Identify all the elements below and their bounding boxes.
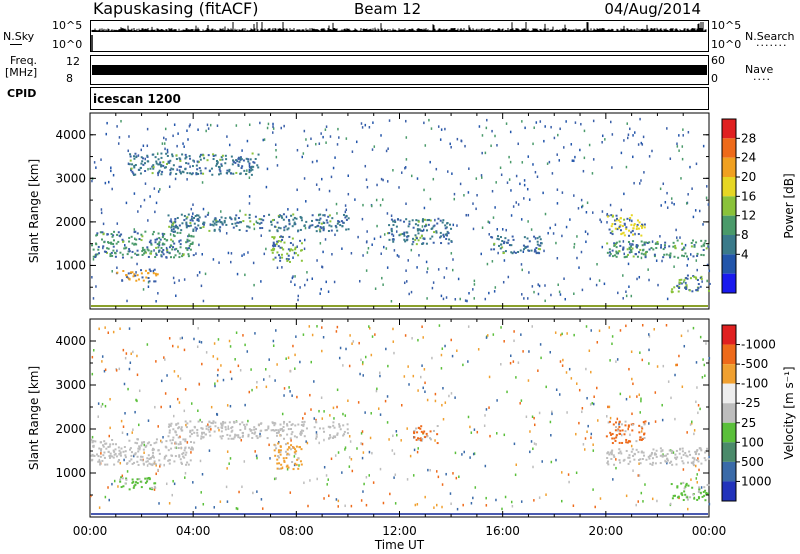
power-panel-colorbar-label: Power [dB] bbox=[782, 173, 796, 238]
beam-title: Beam 12 bbox=[354, 0, 422, 18]
power-panel-ytick-label: 3000 bbox=[55, 171, 86, 185]
velocity-panel-ytick-label: 4000 bbox=[55, 334, 86, 348]
velocity-panel-xtick-label: 12:00 bbox=[382, 524, 417, 538]
velocity-panel-xtick-label: 00:00 bbox=[692, 524, 727, 538]
power-panel-echoes bbox=[91, 152, 711, 294]
nsky-legend-line bbox=[10, 44, 22, 45]
nave-label: Nave bbox=[745, 63, 774, 76]
power-panel-ytick-label: 4000 bbox=[55, 128, 86, 142]
power-panel-colorbar bbox=[721, 118, 740, 294]
cpid-label: CPID bbox=[7, 87, 37, 100]
nsky-label: N.Sky bbox=[3, 30, 35, 43]
freq-band bbox=[92, 65, 707, 75]
freq-tick-low: 8 bbox=[66, 72, 73, 85]
velocity-panel-colorbar bbox=[721, 324, 740, 502]
nsearch-legend-dots: ······· bbox=[756, 39, 788, 52]
velocity-panel-ytick-label: 1000 bbox=[55, 466, 86, 480]
power-panel-scatter bbox=[91, 117, 711, 303]
xaxis-label: Time UT bbox=[374, 538, 425, 552]
power-panel-ytick-label: 1000 bbox=[55, 258, 86, 272]
power-panel-ytick-label: 2000 bbox=[55, 215, 86, 229]
freq-tick-high: 12 bbox=[66, 55, 80, 68]
nsky-bars bbox=[91, 22, 707, 32]
velocity-chart: 1000 2000 3000 4000 Slant Range [km] 00:00 04:… bbox=[27, 318, 796, 552]
freq-trace bbox=[92, 65, 707, 75]
nave-tick-high: 60 bbox=[711, 54, 725, 67]
power-panel-colorbar-tick: 4 bbox=[741, 247, 749, 261]
power-panel-colorbar-tick: 12 bbox=[741, 209, 756, 223]
velocity-panel-ylabel: Slant Range [km] bbox=[27, 366, 41, 470]
velocity-panel-colorbar-tick: 500 bbox=[741, 455, 764, 469]
cpid-value: icescan 1200 bbox=[93, 92, 181, 106]
velocity-panel-colorbar-tick: -500 bbox=[741, 357, 768, 371]
velocity-panel-xtick-label: 00:00 bbox=[73, 524, 108, 538]
velocity-panel-xtick-label: 08:00 bbox=[279, 524, 314, 538]
nsky-tick-high: 10^5 bbox=[52, 19, 83, 32]
velocity-panel-colorbar-tick: -25 bbox=[741, 396, 761, 410]
power-panel-colorbar-tick: 24 bbox=[741, 151, 756, 165]
nsky-trace bbox=[91, 22, 707, 51]
power-chart: 1000 2000 3000 4000 Slant Range [km] 28 24 20 16… bbox=[27, 112, 796, 310]
velocity-panel-colorbar-tick: -100 bbox=[741, 377, 768, 391]
nsearch-label: N.Search bbox=[745, 30, 795, 43]
velocity-panel-colorbar-tick: 25 bbox=[741, 416, 756, 430]
velocity-panel-colorbar-tick: 100 bbox=[741, 435, 764, 449]
nsky-tick-low: 10^0 bbox=[52, 38, 83, 51]
power-panel-colorbar-tick: 16 bbox=[741, 189, 756, 203]
nsky-panel bbox=[90, 20, 709, 52]
freq-label: Freq. bbox=[10, 54, 38, 67]
nsearch-tick-high: 10^5 bbox=[711, 19, 742, 32]
velocity-panel-xtick-label: 16:00 bbox=[485, 524, 520, 538]
freq-panel bbox=[90, 55, 709, 85]
nave-tick-low: 0 bbox=[711, 72, 718, 85]
nsearch-tick-low: 10^0 bbox=[711, 38, 742, 51]
velocity-panel-frame bbox=[89, 318, 710, 518]
velocity-panel-ytick-label: 2000 bbox=[55, 422, 86, 436]
power-panel-colorbar-tick: 28 bbox=[741, 131, 756, 145]
velocity-panel-scatter bbox=[90, 323, 711, 511]
station-title: Kapuskasing (fitACF) bbox=[93, 0, 259, 18]
freq-unit: [MHz] bbox=[5, 66, 38, 79]
power-panel-ylabel: Slant Range [km] bbox=[27, 159, 41, 263]
date-title: 04/Aug/2014 bbox=[604, 0, 701, 18]
cpid-panel: icescan 1200 bbox=[90, 87, 709, 110]
velocity-panel-ytick-label: 3000 bbox=[55, 378, 86, 392]
nave-legend-dots: ···· bbox=[753, 73, 771, 86]
velocity-panel-xtick-label: 04:00 bbox=[176, 524, 211, 538]
velocity-panel-echoes bbox=[90, 420, 711, 502]
power-panel-frame bbox=[89, 112, 710, 310]
power-panel-colorbar-tick: 8 bbox=[741, 228, 749, 242]
velocity-panel-colorbar-tick: -1000 bbox=[741, 338, 776, 352]
velocity-panel-xtick-label: 20:00 bbox=[589, 524, 624, 538]
velocity-panel-colorbar-tick: 1000 bbox=[741, 474, 772, 488]
velocity-panel-colorbar-label: Velocity [m s⁻¹] bbox=[782, 366, 796, 459]
power-panel-colorbar-tick: 20 bbox=[741, 170, 756, 184]
